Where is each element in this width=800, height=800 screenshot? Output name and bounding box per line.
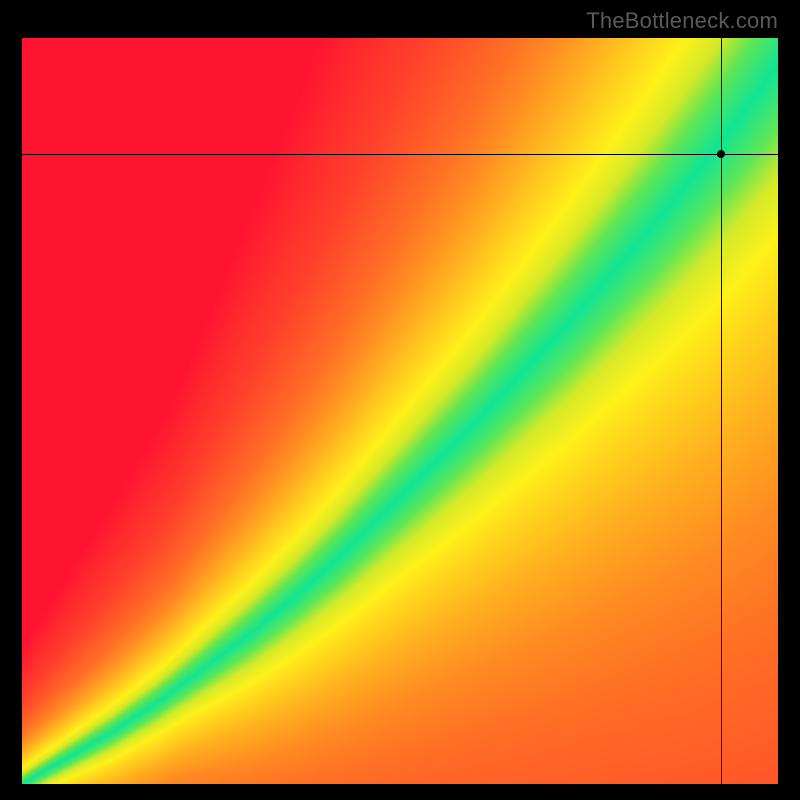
plot-frame [22, 38, 778, 784]
crosshair-horizontal-line [22, 154, 778, 155]
crosshair-dot [717, 150, 725, 158]
bottleneck-heatmap [22, 38, 778, 784]
watermark-text: TheBottleneck.com [586, 8, 778, 34]
page-root: TheBottleneck.com [0, 0, 800, 800]
